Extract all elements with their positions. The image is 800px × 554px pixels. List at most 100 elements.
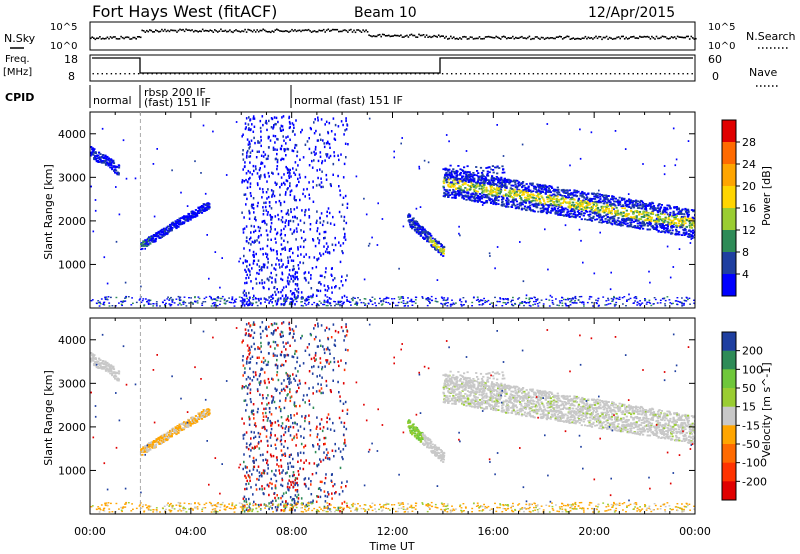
power-cell xyxy=(684,229,687,231)
power-cell xyxy=(442,186,445,189)
power-cell xyxy=(460,191,463,194)
power-cell xyxy=(526,198,529,201)
power-cell xyxy=(315,129,317,133)
power-cell xyxy=(287,276,289,279)
power-cell xyxy=(495,188,499,191)
power-cell xyxy=(687,230,691,232)
power-cell xyxy=(324,294,327,297)
power-cell xyxy=(482,175,485,178)
nsky-point xyxy=(400,34,402,36)
power-cell xyxy=(578,228,581,231)
power-cell xyxy=(485,201,489,204)
power-cell xyxy=(538,301,541,304)
power-cell xyxy=(246,281,248,285)
nsky-point xyxy=(141,29,143,32)
power-cell xyxy=(258,229,261,233)
power-cell xyxy=(446,173,449,176)
power-cell xyxy=(453,172,457,175)
power-cell xyxy=(534,202,538,205)
power-cell xyxy=(294,298,297,300)
power-cell xyxy=(211,299,214,301)
power-cell xyxy=(252,298,255,301)
nsky-point xyxy=(658,37,661,40)
power-cell xyxy=(594,218,597,221)
power-cell xyxy=(561,304,564,307)
power-cell xyxy=(610,203,613,205)
power-cell xyxy=(274,300,277,303)
power-cell xyxy=(532,204,535,206)
power-cell xyxy=(555,203,558,206)
power-cell xyxy=(570,299,573,302)
power-cell xyxy=(677,300,680,303)
power-cell xyxy=(320,283,322,286)
power-cell xyxy=(592,212,595,214)
power-cell xyxy=(499,179,502,182)
power-cell xyxy=(248,211,251,214)
power-cell xyxy=(323,230,326,234)
power-cell xyxy=(92,150,95,152)
power-cell xyxy=(666,213,669,216)
power-cell xyxy=(482,187,485,189)
power-cell xyxy=(465,301,467,303)
power-cell xyxy=(326,214,328,218)
power-cell xyxy=(442,180,445,183)
power-cell xyxy=(329,183,332,186)
power-cell xyxy=(648,216,651,219)
power-cell xyxy=(301,298,304,300)
power-cell xyxy=(266,128,268,132)
power-cell xyxy=(632,211,635,213)
nsky-point xyxy=(462,36,464,38)
power-cell xyxy=(611,215,614,218)
power-cell xyxy=(173,302,176,304)
power-cell xyxy=(256,182,259,185)
power-cell xyxy=(289,290,292,293)
power-cell xyxy=(517,182,520,185)
power-cell xyxy=(546,186,549,188)
power-cell xyxy=(524,199,527,202)
power-cell xyxy=(450,173,453,176)
power-cell xyxy=(268,301,270,305)
power-cell xyxy=(551,197,554,200)
nsky-point xyxy=(454,38,457,40)
nsky-point xyxy=(669,37,671,40)
power-cell xyxy=(275,273,278,277)
power-cell xyxy=(252,287,254,290)
power-cell xyxy=(505,303,507,305)
power-cell xyxy=(629,216,633,218)
power-cell xyxy=(284,299,287,301)
power-cell xyxy=(339,260,342,264)
power-cell xyxy=(686,212,689,215)
power-cell xyxy=(171,169,173,172)
power-cell xyxy=(276,158,279,162)
nave-point xyxy=(264,73,267,75)
power-cell xyxy=(319,274,322,277)
power-cell xyxy=(151,240,154,242)
nsky-tick-high: 10^5 xyxy=(50,22,77,33)
power-cell xyxy=(451,193,454,196)
power-cell xyxy=(265,229,268,232)
power-cell xyxy=(496,184,499,187)
power-cell xyxy=(586,219,589,221)
power-cell xyxy=(598,210,601,212)
power-cell xyxy=(569,204,572,207)
power-cell xyxy=(266,299,269,301)
power-cell xyxy=(277,120,279,124)
power-cell xyxy=(327,131,330,135)
power-cell xyxy=(671,220,674,223)
nsky-point xyxy=(430,36,432,39)
power-cell xyxy=(387,302,390,304)
power-cell xyxy=(633,200,636,203)
power-cell xyxy=(656,226,659,228)
power-cell xyxy=(459,174,462,176)
power-cell xyxy=(528,200,531,203)
power-cell xyxy=(274,157,277,161)
power-cell xyxy=(280,253,282,256)
power-cell xyxy=(460,188,463,191)
power-cell xyxy=(542,210,545,213)
power-cell xyxy=(324,123,326,126)
power-cell xyxy=(104,162,107,165)
power-cell xyxy=(664,299,667,302)
power-cell xyxy=(282,115,285,118)
nsky-point xyxy=(628,37,630,40)
power-cell xyxy=(541,207,544,209)
